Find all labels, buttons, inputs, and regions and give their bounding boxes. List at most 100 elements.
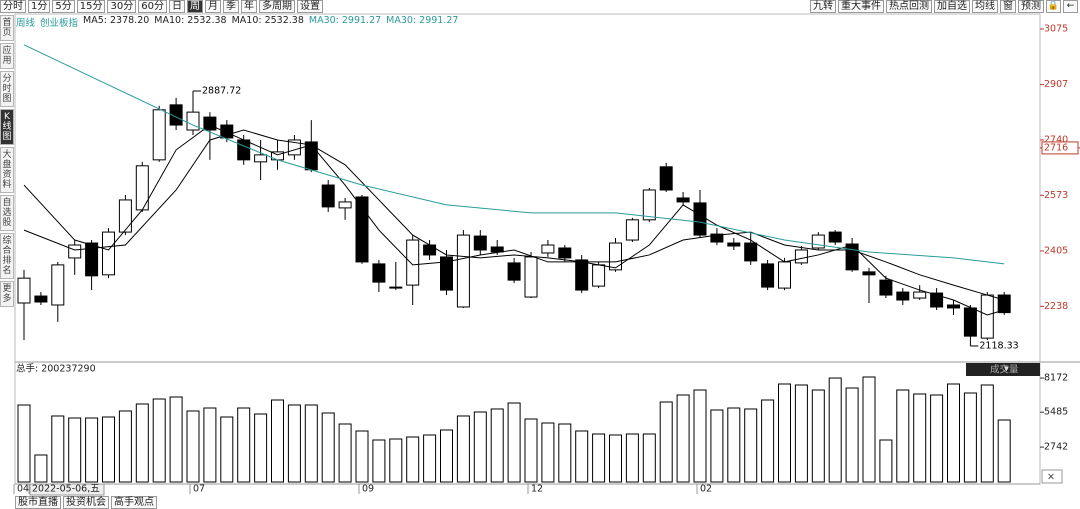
candle-body <box>17 277 31 304</box>
sidebar-item[interactable]: 分时图 <box>0 71 14 107</box>
y-tick-label: 3075 <box>1044 23 1068 34</box>
volume-bar <box>625 433 639 483</box>
period-button[interactable]: 月 <box>204 0 221 13</box>
tab[interactable]: 股市直播 <box>15 496 61 509</box>
y-tick-label: 2907 <box>1044 79 1068 90</box>
volume-bar <box>896 389 910 483</box>
period-button[interactable]: 1分 <box>28 0 51 13</box>
candle-body <box>963 307 977 337</box>
volume-bar <box>592 433 606 483</box>
volume-bar <box>727 407 741 483</box>
candle-body <box>997 294 1011 314</box>
candle-body <box>68 244 82 259</box>
candle-body <box>913 291 927 299</box>
legend-item: MA5: 2378.20 <box>83 15 150 26</box>
close-icon[interactable] <box>1041 469 1063 484</box>
period-button[interactable]: 设置 <box>296 0 323 13</box>
legend-item: MA10: 2532.38 <box>231 15 304 26</box>
period-button[interactable]: 分时 <box>0 0 26 13</box>
period-button[interactable]: 30分 <box>107 0 137 13</box>
tool-button[interactable]: 加自选 <box>934 0 970 13</box>
volume-bar <box>558 423 572 483</box>
icon-back[interactable]: ← <box>1063 0 1078 13</box>
candle-body <box>980 294 994 339</box>
candle-body <box>203 116 217 131</box>
tool-button[interactable]: 热点回测 <box>886 0 932 13</box>
candle-body <box>744 242 758 262</box>
period-button[interactable]: 多周期 <box>258 0 295 13</box>
volume-bar <box>68 417 82 483</box>
candle-body <box>693 202 707 236</box>
candle-body <box>406 239 420 286</box>
sidebar-item[interactable]: 自选股 <box>0 195 14 231</box>
candle-body <box>828 231 842 243</box>
candle-body <box>169 104 183 126</box>
annotation: 2118.33 <box>979 340 1018 351</box>
sidebar-item[interactable]: 大盘资料 <box>0 147 14 193</box>
tool-button[interactable]: 重大事件 <box>838 0 884 13</box>
legend-item: 周线 <box>16 18 36 29</box>
period-button[interactable]: 周 <box>186 0 203 13</box>
period-button[interactable]: 季 <box>222 0 239 13</box>
volume-bar <box>744 408 758 483</box>
volume-bar <box>304 404 318 483</box>
plot-frame <box>14 13 1041 485</box>
legend-item: MA10: 2532.38 <box>154 15 227 26</box>
volume-bar <box>34 454 48 483</box>
tool-button[interactable]: 预测 <box>1018 0 1044 13</box>
sidebar-item[interactable]: 首页 <box>0 15 14 41</box>
volume-bar <box>51 415 65 483</box>
sidebar-item[interactable]: 应用 <box>0 43 14 69</box>
sidebar-item[interactable]: K线图 <box>0 109 14 145</box>
tool-button[interactable]: 窗 <box>1000 0 1016 13</box>
candle-body <box>558 247 572 259</box>
period-button[interactable]: 60分 <box>138 0 167 13</box>
period-button[interactable]: 日 <box>168 0 185 13</box>
candle-body <box>490 246 504 253</box>
period-button[interactable]: 15分 <box>76 0 106 13</box>
volume-bar <box>980 384 994 483</box>
volume-bar <box>473 411 487 483</box>
volume-bar <box>524 418 538 483</box>
date-highlight <box>29 483 105 496</box>
legend-item: 创业板指 <box>40 18 79 29</box>
tab[interactable]: 投资机会 <box>63 496 109 509</box>
candle-body <box>423 244 437 256</box>
tool-button[interactable]: 均线 <box>972 0 998 13</box>
volume-total: 总手: 200237290 <box>16 363 96 375</box>
candle-body <box>609 242 622 271</box>
volume-bar <box>828 377 842 483</box>
tab[interactable]: 高手观点 <box>111 496 157 509</box>
period-toolbar: 分时 1分 5分 15分 30分 60分日周月季年多周期 设置 <box>0 0 323 13</box>
volume-bar <box>490 408 504 483</box>
candle-body <box>456 234 470 308</box>
tool-button[interactable]: 九转 <box>810 0 836 13</box>
period-button[interactable]: 5分 <box>52 0 75 13</box>
sidebar: 首页 应用分时图 K线图大盘资料自选股综合排名更多 <box>0 15 14 307</box>
volume-bar <box>879 439 893 483</box>
x-tick-label: 07 <box>193 484 205 495</box>
candle-body <box>118 199 132 233</box>
volume-bar <box>406 436 420 483</box>
candle-body <box>152 109 166 161</box>
icon-lock[interactable]: 🔒 <box>1046 0 1061 13</box>
y-tick-label: 2405 <box>1044 245 1068 256</box>
volume-bar <box>609 434 622 483</box>
candle-body <box>85 242 99 277</box>
candle-body <box>659 166 673 191</box>
sidebar-item[interactable]: 更多 <box>0 281 14 307</box>
candle-body <box>338 201 352 209</box>
candle-body <box>761 263 775 288</box>
period-button[interactable]: 年 <box>240 0 257 13</box>
candle-body <box>135 165 149 211</box>
candle-body <box>220 124 234 139</box>
legend-item: MA30: 2991.27 <box>386 15 459 26</box>
volume-bar <box>135 403 149 483</box>
candle-body <box>811 234 825 249</box>
candle-body <box>778 261 791 289</box>
candle-body <box>710 233 724 243</box>
sidebar-item[interactable]: 综合排名 <box>0 233 14 279</box>
candle-body <box>862 271 876 276</box>
y-tick-label: 5485 <box>1044 407 1068 418</box>
